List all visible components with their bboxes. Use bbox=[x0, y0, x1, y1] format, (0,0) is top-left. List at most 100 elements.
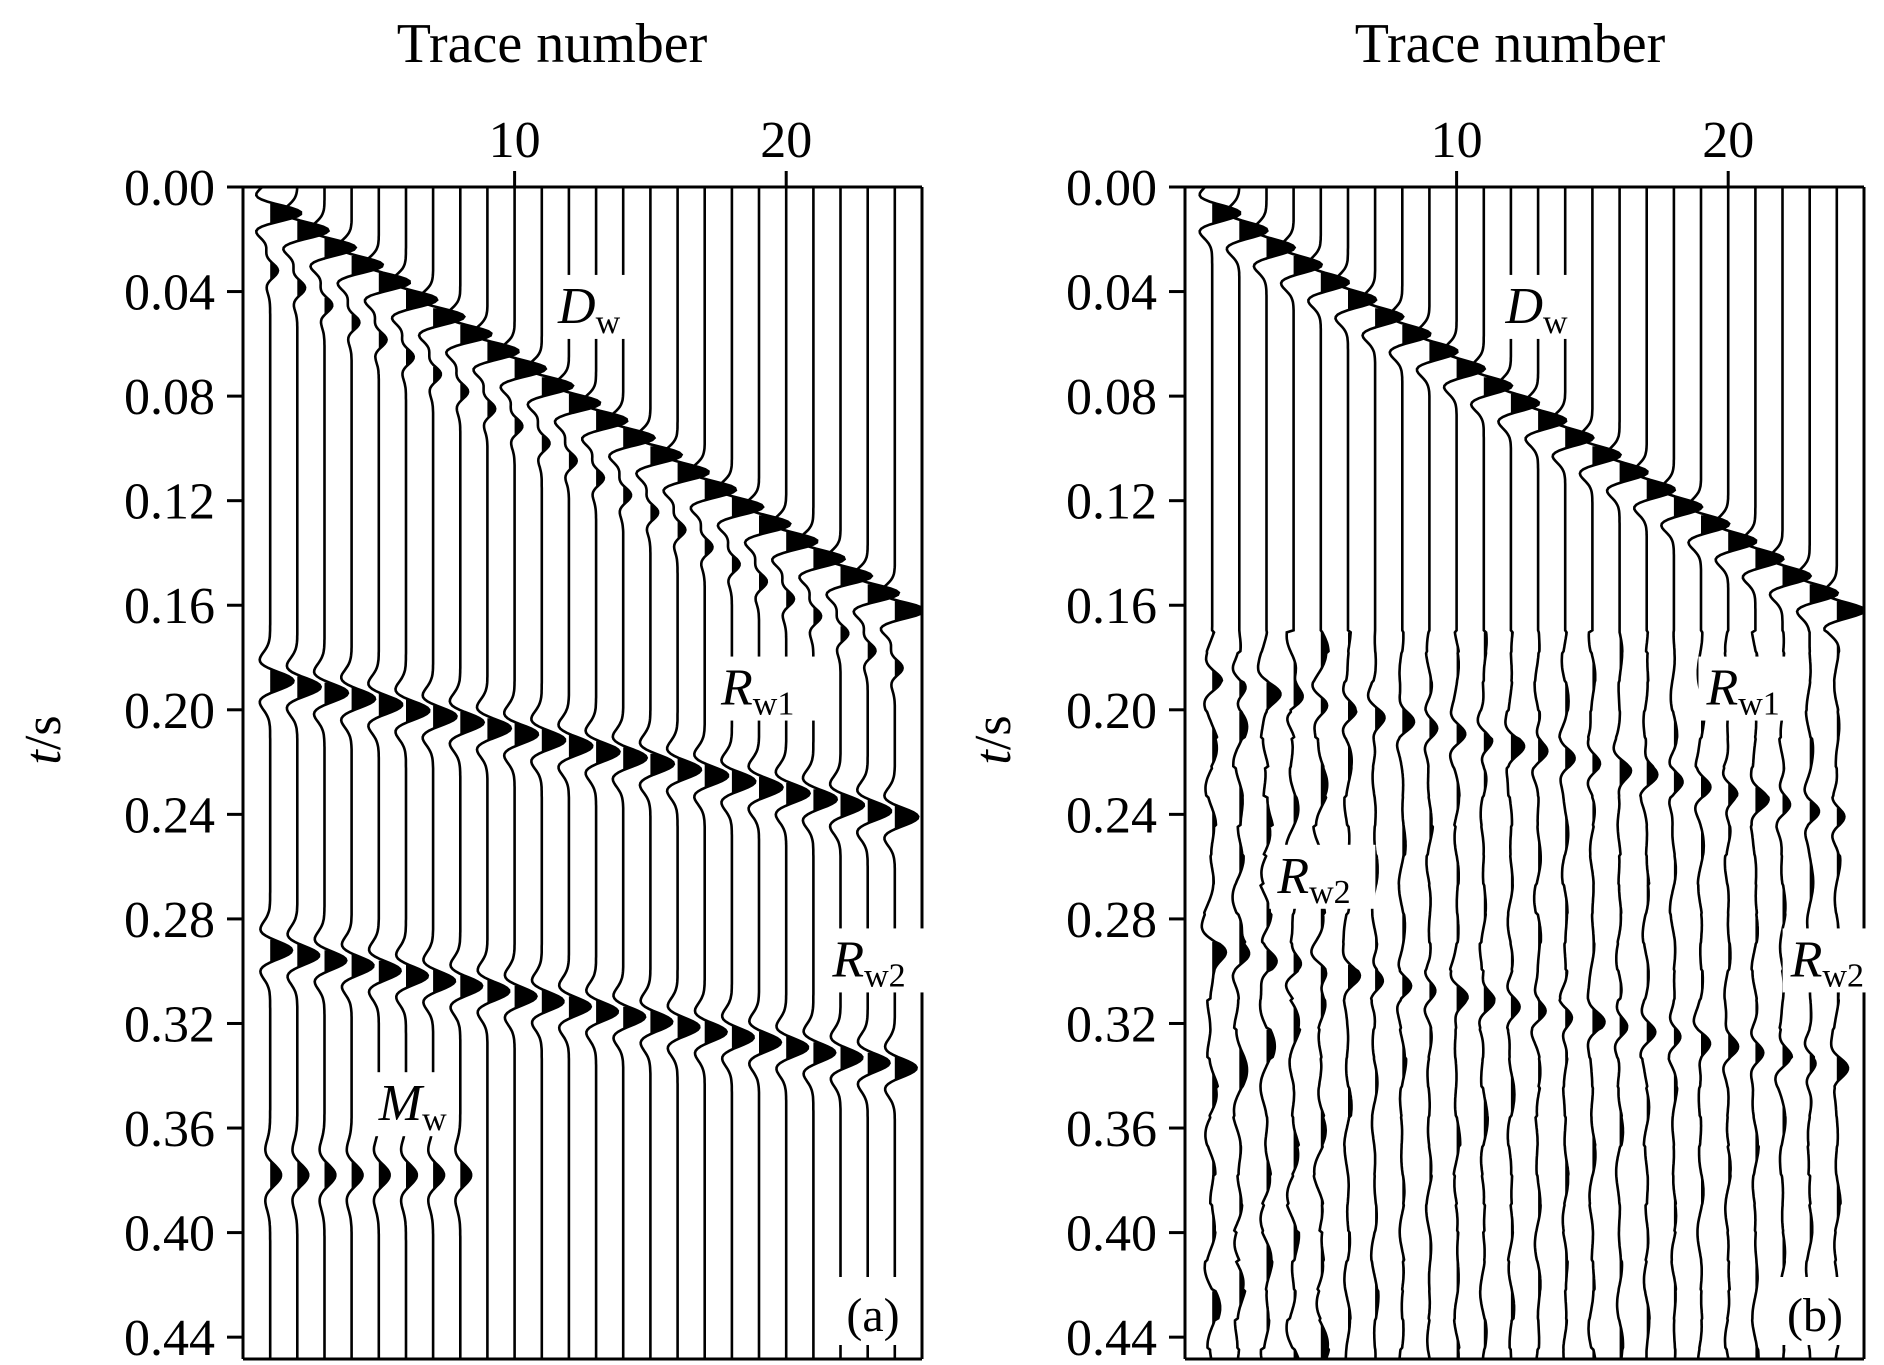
y-tick-label: 0.36 bbox=[1066, 1101, 1157, 1158]
seismic-trace bbox=[1524, 187, 1568, 1359]
seismic-trace bbox=[472, 187, 520, 1359]
event-label-subscript: w2 bbox=[1822, 957, 1864, 994]
y-tick-label: 0.04 bbox=[124, 265, 215, 322]
seismic-trace bbox=[743, 187, 792, 1359]
trace-fill bbox=[596, 410, 628, 1026]
seismic-trace bbox=[1306, 187, 1350, 1359]
y-tick-label: 0.24 bbox=[124, 787, 215, 844]
y-tick-label: 0.16 bbox=[124, 578, 215, 635]
trace-fill bbox=[1212, 203, 1240, 1327]
event-label-subscript: w1 bbox=[753, 686, 795, 723]
seismic-trace bbox=[1198, 186, 1242, 1359]
x-tick-label: 20 bbox=[1702, 112, 1754, 169]
trace-fill bbox=[541, 377, 573, 1016]
annotation-background bbox=[824, 928, 931, 993]
event-label: Rw2 bbox=[1790, 931, 1864, 994]
seismic-trace bbox=[1388, 187, 1432, 1359]
event-label: Rw2 bbox=[1276, 848, 1350, 911]
event-label: Rw1 bbox=[1705, 660, 1779, 723]
trace-fill bbox=[1510, 394, 1539, 1325]
seismic-trace bbox=[1823, 187, 1865, 1359]
trace-fill bbox=[1456, 358, 1485, 1359]
y-tick-label: 0.24 bbox=[1066, 787, 1157, 844]
seismic-trace bbox=[1741, 187, 1785, 1359]
event-label-main: D bbox=[557, 278, 596, 335]
event-label-main: R bbox=[720, 660, 753, 717]
seismic-trace bbox=[798, 187, 847, 1359]
event-label-subscript: w1 bbox=[1738, 686, 1780, 723]
y-tick-label: 0.20 bbox=[1066, 683, 1157, 740]
seismic-trace bbox=[1442, 187, 1487, 1359]
seismic-trace bbox=[553, 187, 602, 1359]
seismic-trace bbox=[1415, 187, 1459, 1359]
trace-fill bbox=[1728, 532, 1756, 1310]
trace-fill bbox=[351, 256, 383, 1191]
y-tick-label: 0.04 bbox=[1066, 265, 1157, 322]
event-label: Dw bbox=[1504, 278, 1568, 341]
seismic-trace bbox=[499, 187, 548, 1359]
y-tick-label: 0.00 bbox=[1066, 160, 1157, 217]
y-axis-title-main: t bbox=[15, 749, 72, 765]
annotation-background bbox=[1782, 928, 1884, 993]
seismic-trace bbox=[1795, 187, 1840, 1359]
y-tick-label: 0.36 bbox=[124, 1101, 215, 1158]
seismic-trace bbox=[363, 187, 412, 1359]
annotation-background bbox=[550, 274, 637, 339]
event-label-main: D bbox=[1504, 278, 1543, 335]
trace-fill bbox=[1293, 256, 1322, 1359]
trace-fill bbox=[1239, 220, 1268, 1308]
event-label: Rw2 bbox=[831, 931, 905, 994]
seismic-trace bbox=[852, 187, 901, 1359]
y-tick-label: 0.28 bbox=[124, 892, 215, 949]
seismic-trace bbox=[1252, 187, 1297, 1359]
trace-fill bbox=[1592, 446, 1621, 1359]
y-tick-label: 0.16 bbox=[1066, 578, 1157, 635]
trace-fill bbox=[487, 341, 519, 1005]
seismic-trace bbox=[254, 186, 303, 1359]
seismic-trace bbox=[1225, 186, 1269, 1359]
trace-fill bbox=[568, 394, 600, 1020]
event-label-subscript: w bbox=[596, 304, 621, 341]
y-tick-label: 0.12 bbox=[124, 474, 215, 531]
seismic-trace bbox=[417, 187, 466, 1359]
x-tick-label: 20 bbox=[760, 112, 812, 169]
y-tick-label: 0.40 bbox=[124, 1206, 215, 1263]
seismic-trace bbox=[1551, 187, 1595, 1359]
trace-fill bbox=[514, 358, 546, 1009]
panel-b: Trace number 10 20 0.00 0.04 0.08 0.12 0.16 0.20… bbox=[965, 13, 1884, 1365]
panel-letter-background bbox=[830, 1277, 916, 1345]
trace-fill bbox=[270, 203, 301, 1191]
x-axis-title: Trace number bbox=[397, 13, 708, 75]
seismic-trace bbox=[580, 187, 629, 1359]
event-label-main: M bbox=[378, 1075, 425, 1132]
event-label-subscript: w2 bbox=[1309, 874, 1351, 911]
seismic-trace bbox=[879, 187, 923, 1359]
trace-fill bbox=[786, 532, 818, 1062]
seismic-trace bbox=[309, 187, 358, 1359]
trace-fill bbox=[894, 601, 921, 1082]
seismic-trace bbox=[1334, 187, 1378, 1359]
annotation-background bbox=[370, 1072, 457, 1137]
seismic-trace bbox=[282, 186, 331, 1359]
y-axis-title-unit: /s bbox=[15, 715, 72, 750]
trace-fill bbox=[324, 237, 356, 1191]
event-label-main: R bbox=[831, 931, 864, 988]
seismic-trace bbox=[770, 187, 819, 1359]
panel-letter-background bbox=[1772, 1277, 1858, 1345]
trace-fill bbox=[813, 548, 845, 1066]
y-axis-title-main: t bbox=[965, 749, 1022, 765]
event-label: Dw bbox=[557, 278, 621, 341]
annotation-background bbox=[1698, 656, 1805, 721]
seismic-trace bbox=[1578, 187, 1623, 1359]
annotation-background bbox=[713, 656, 820, 721]
y-tick-label: 0.32 bbox=[1066, 996, 1157, 1053]
annotation-background bbox=[1269, 844, 1376, 909]
panel-letter: (a) bbox=[846, 1289, 899, 1342]
y-tick-label: 0.08 bbox=[124, 369, 215, 426]
seismic-trace bbox=[1768, 187, 1813, 1359]
trace-fill bbox=[759, 515, 791, 1055]
panel-a: Trace number 10 20 0.00 0.04 0.08 0.12 0.16 0.20… bbox=[15, 13, 931, 1365]
seismic-trace bbox=[1497, 187, 1541, 1359]
event-label-subscript: w bbox=[422, 1101, 447, 1138]
